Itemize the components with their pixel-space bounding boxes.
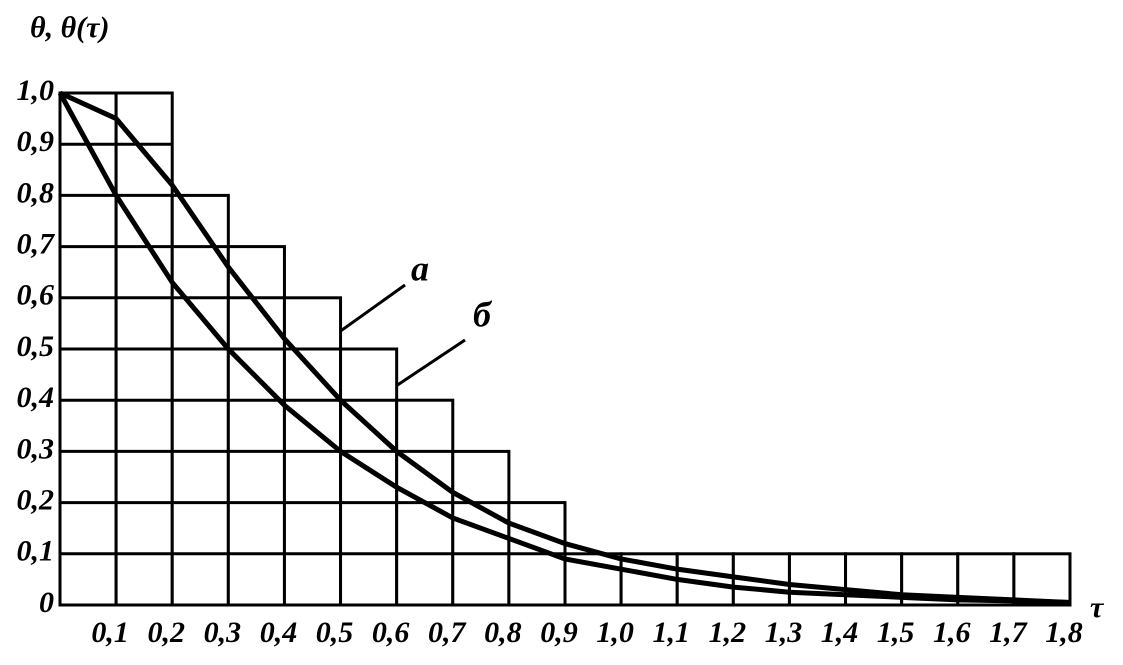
x-tick-label: 1,5	[877, 616, 915, 649]
y-tick-label: 0	[39, 586, 54, 619]
curve	[58, 90, 1071, 605]
x-tick-label: 1,0	[596, 616, 634, 649]
y-tick-label: 0,2	[17, 483, 55, 516]
y-tick-label: 0,7	[17, 227, 56, 260]
y-tick-label: 1,0	[17, 74, 55, 107]
x-tick-label: 1,7	[989, 616, 1028, 649]
x-tick-label: 1,6	[933, 616, 971, 649]
y-tick-label: 0,4	[17, 381, 55, 414]
curve-label: б	[473, 294, 493, 334]
x-tick-label: 0,3	[204, 616, 242, 649]
x-tick-label: 0,2	[147, 616, 185, 649]
y-tick-label: 0,6	[17, 279, 55, 312]
x-tick-label: 0,4	[260, 616, 298, 649]
x-tick-label: 1,2	[709, 616, 747, 649]
y-tick-label: 0,8	[17, 176, 55, 209]
step-bar	[339, 347, 399, 607]
curve-label: а	[411, 248, 429, 288]
x-axis-label: τ	[1090, 591, 1105, 624]
x-tick-label: 1,1	[652, 616, 690, 649]
x-tick-label: 1,3	[765, 616, 803, 649]
y-tick-label: 0,1	[17, 535, 55, 568]
x-tick-label: 1,4	[821, 616, 859, 649]
step-bar	[787, 552, 848, 607]
x-tick-label: 0,1	[91, 616, 129, 649]
x-tick-label: 0,5	[316, 616, 354, 649]
x-tick-label: 0,9	[540, 616, 578, 649]
x-tick-label: 0,7	[428, 616, 467, 649]
step-bar	[1012, 552, 1072, 607]
y-tick-label: 0,9	[17, 125, 55, 158]
x-tick-label: 1,8	[1045, 616, 1083, 649]
y-tick-label: 0,5	[17, 330, 55, 363]
y-tick-label: 0,3	[17, 432, 55, 465]
x-tick-label: 0,6	[372, 616, 410, 649]
x-tick-label: 0,8	[484, 616, 522, 649]
curve	[57, 91, 1071, 605]
y-axis-label: θ, θ(τ)	[30, 11, 109, 44]
